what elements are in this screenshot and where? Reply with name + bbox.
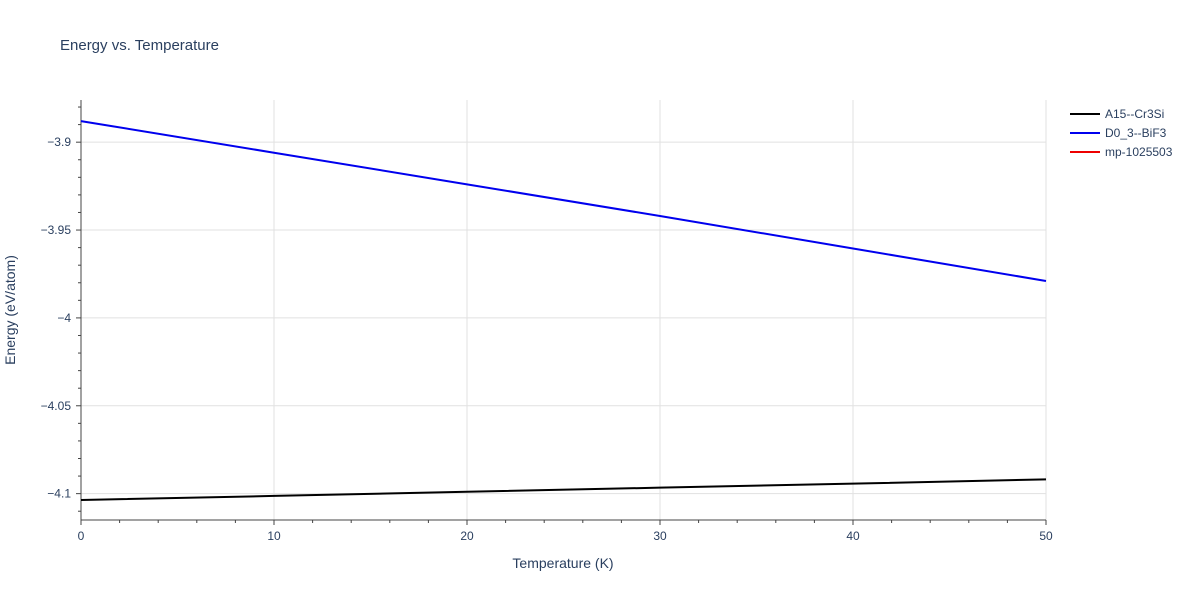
x-tick-label: 30 [653, 529, 667, 543]
axes-layer: 0 10 20 30 40 50 −3.9 −3.95 −4 −4.05 −4.1 [41, 100, 1053, 543]
y-axis-title: Energy (eV/atom) [2, 255, 18, 365]
legend-item[interactable]: D0_3--BiF3 [1070, 126, 1167, 140]
legend-label: mp-1025503 [1105, 145, 1173, 159]
grid-layer [81, 100, 1047, 520]
x-tick-label: 40 [846, 529, 860, 543]
y-tick-label: −3.9 [47, 135, 71, 149]
legend-label: A15--Cr3Si [1105, 107, 1164, 121]
x-tick-label: 50 [1039, 529, 1053, 543]
y-tick-label: −4 [57, 311, 71, 325]
x-axis-title: Temperature (K) [512, 555, 613, 571]
y-tick-label: −4.1 [47, 487, 71, 501]
series-line-1[interactable] [80, 120, 1047, 282]
x-tick-label: 20 [460, 529, 474, 543]
x-tick-label: 0 [78, 529, 85, 543]
y-tick-label: −3.95 [41, 223, 72, 237]
series-line-0[interactable] [80, 478, 1047, 501]
legend-item[interactable]: A15--Cr3Si [1070, 107, 1164, 121]
legend-label: D0_3--BiF3 [1105, 126, 1167, 140]
y-tick-label: −4.05 [41, 399, 72, 413]
legend[interactable]: A15--Cr3Si D0_3--BiF3 mp-1025503 [1070, 107, 1173, 159]
series-layer [80, 120, 1047, 501]
chart-title: Energy vs. Temperature [60, 37, 219, 54]
x-tick-label: 10 [267, 529, 281, 543]
legend-item[interactable]: mp-1025503 [1070, 145, 1173, 159]
